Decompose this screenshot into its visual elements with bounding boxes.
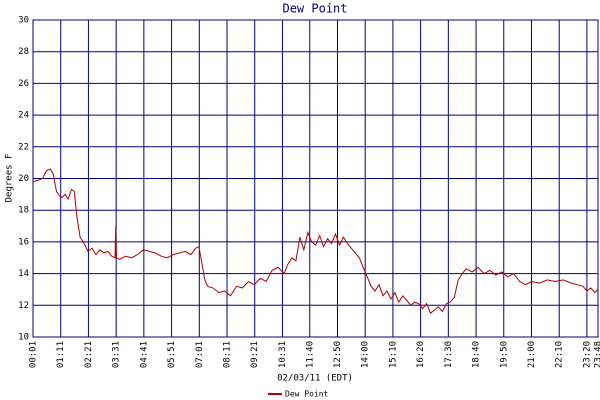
y-tick-label: 10 [18,333,29,343]
x-tick-label: 01:11 [56,341,66,368]
x-tick-label: 07:01 [195,341,205,368]
y-axis-label: Degrees F [5,154,15,203]
data-line [32,168,599,314]
x-tick-label: 15:10 [388,341,398,368]
x-tick-label: 18:40 [472,341,482,368]
y-tick-label: 12 [18,301,29,311]
y-tick-label: 18 [18,206,29,216]
y-tick-label: 20 [18,174,29,184]
y-tick-label: 22 [18,142,29,152]
y-tick-label: 30 [18,16,29,26]
y-tick-label: 16 [18,237,29,247]
x-tick-label: 10:31 [278,341,288,368]
x-tick-label: 23:48 [594,341,600,368]
legend-label: Dew Point [285,390,329,399]
y-tick-label: 14 [18,269,29,279]
chart-title: Dew Point [282,2,347,16]
x-tick-label: 05:51 [167,341,177,368]
x-tick-label: 09:21 [250,341,260,368]
x-tick-label: 23:20 [582,341,592,368]
x-tick-label: 12:50 [333,341,343,368]
plot-border [32,19,599,338]
x-tick-label: 17:30 [444,341,454,368]
x-tick-label: 00:01 [29,341,39,368]
x-tick-label: 14:00 [361,341,371,368]
x-tick-label: 04:41 [139,341,149,368]
y-tick-label: 24 [18,111,29,121]
x-tick-label: 16:20 [416,341,426,368]
y-tick-label: 26 [18,79,29,89]
x-tick-label: 11:40 [305,341,315,368]
y-tick-label: 28 [18,47,29,57]
x-tick-label: 03:31 [112,341,122,368]
x-axis-label: 02/03/11 (EDT) [277,374,353,384]
x-tick-label: 02:21 [84,341,94,368]
x-tick-label: 22:10 [555,341,565,368]
x-tick-label: 19:50 [499,341,509,368]
x-tick-label: 08:11 [223,341,233,368]
x-tick-label: 21:00 [527,341,537,368]
